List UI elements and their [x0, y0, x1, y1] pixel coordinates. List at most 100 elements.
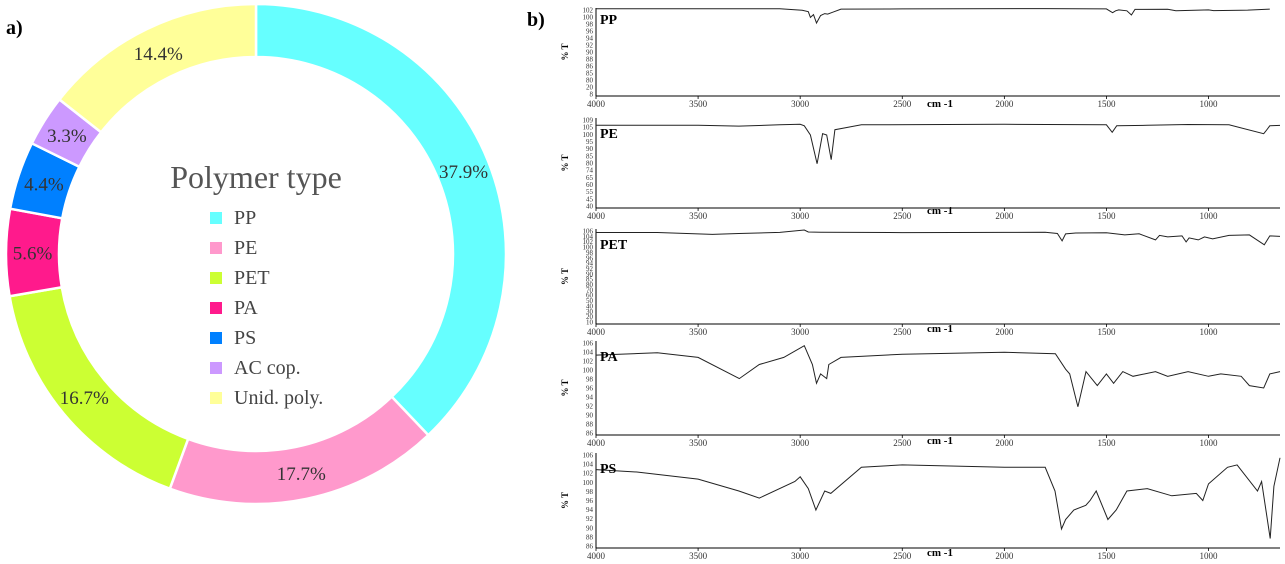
donut-center-title: Polymer type: [170, 159, 342, 195]
y-tick-pe: 105: [583, 124, 594, 132]
y-tick-pe: 80: [586, 160, 594, 168]
y-tick-pe: 85: [586, 152, 594, 160]
x-tick-ps: 3000: [791, 551, 810, 561]
y-tick-ps: 92: [586, 515, 594, 523]
y-tick-ps: 96: [586, 497, 594, 505]
slice-label-pa: 5.6%: [13, 244, 53, 265]
legend-swatch-pet: [210, 272, 222, 284]
x-tick-pe: 2500: [893, 211, 912, 221]
legend-swatch-pp: [210, 212, 222, 224]
x-tick-pe: 1000: [1200, 211, 1219, 221]
donut-slice-unid-poly: [57, 2, 258, 135]
slice-label-pe: 17.7%: [277, 464, 326, 485]
y-tick-pet: 70: [586, 286, 594, 294]
y-tick-pet: 96: [586, 254, 594, 262]
y-tick-pet: 92: [586, 265, 594, 273]
x-tick-pet: 3500: [689, 327, 708, 337]
y-tick-pet: 104: [583, 233, 594, 241]
x-tick-pe: 1500: [1097, 211, 1116, 221]
x-tick-pa: 4000: [587, 438, 606, 448]
y-tick-pet: 100: [583, 244, 594, 252]
legend-label-pet: PET: [234, 267, 270, 289]
x-tick-ps: 2000: [995, 551, 1014, 561]
y-tick-ps: 104: [583, 461, 594, 469]
legend-label-unid-poly: Unid. poly.: [234, 387, 323, 409]
sample-label-pet: PET: [600, 238, 628, 253]
x-label-pe: cm -1: [927, 205, 953, 217]
y-tick-pa: 88: [586, 421, 594, 429]
y-tick-pet: 80: [586, 281, 594, 289]
y-tick-pet: 106: [583, 228, 594, 236]
legend-swatch-unid-poly: [210, 392, 222, 404]
slice-label-ps: 4.4%: [24, 175, 64, 196]
donut-slice-pp: [254, 2, 508, 437]
y-tick-pa: 104: [583, 349, 594, 357]
y-tick-pet: 85: [586, 276, 594, 284]
x-label-ps: cm -1: [927, 547, 953, 559]
x-tick-pp: 2000: [995, 99, 1014, 109]
y-label-ps: % T: [560, 492, 570, 509]
x-label-pa: cm -1: [927, 435, 953, 447]
y-tick-pa: 94: [586, 394, 594, 402]
donut-legend: PP PE PET PA PS AC cop. Unid. poly.: [210, 207, 323, 409]
spectrum-line-ps: [595, 457, 1281, 539]
y-tick-pa: 106: [583, 340, 594, 348]
x-tick-pp: 2500: [893, 99, 912, 109]
y-tick-pe: 90: [586, 145, 594, 153]
x-tick-pet: 1500: [1097, 327, 1116, 337]
x-tick-pet: 3000: [791, 327, 810, 337]
legend-swatch-ac-cop: [210, 362, 222, 374]
y-tick-pet: 50: [586, 297, 594, 305]
spectrum-line-pe: [596, 123, 1281, 164]
y-tick-pp: 8: [590, 91, 594, 99]
x-tick-ps: 1500: [1097, 551, 1116, 561]
legend-swatch-ps: [210, 332, 222, 344]
sample-label-ps: PS: [600, 462, 617, 477]
x-tick-pp: 1500: [1097, 99, 1116, 109]
x-label-pet: cm -1: [927, 323, 953, 335]
y-tick-pe: 109: [583, 117, 594, 125]
x-tick-pa: 3500: [689, 438, 708, 448]
legend-label-ps: PS: [234, 327, 256, 349]
y-label-pa: % T: [560, 379, 570, 396]
y-label-pp: % T: [560, 43, 570, 60]
y-tick-pet: 102: [583, 238, 594, 246]
y-tick-pe: 95: [586, 138, 594, 146]
x-tick-pa: 3000: [791, 438, 810, 448]
y-tick-pet: 90: [586, 270, 594, 278]
y-tick-pp: 98: [586, 21, 594, 29]
x-tick-pe: 3500: [689, 211, 708, 221]
y-tick-pe: 60: [586, 181, 594, 189]
x-tick-ps: 4000: [587, 551, 606, 561]
x-tick-ps: 3500: [689, 551, 708, 561]
y-tick-pp: 88: [586, 56, 594, 64]
y-tick-ps: 94: [586, 506, 594, 514]
x-tick-pp: 3500: [689, 99, 708, 109]
y-tick-pe: 74: [586, 167, 594, 175]
y-tick-pp: 90: [586, 49, 594, 57]
y-tick-pe: 40: [586, 203, 594, 211]
y-tick-pet: 98: [586, 249, 594, 257]
x-tick-pp: 3000: [791, 99, 810, 109]
x-label-pp: cm -1: [927, 98, 953, 110]
y-tick-pe: 65: [586, 174, 594, 182]
spectrum-line-pa: [595, 344, 1281, 407]
x-tick-pet: 2500: [893, 327, 912, 337]
y-label-pet: % T: [560, 268, 570, 285]
x-tick-ps: 1000: [1200, 551, 1219, 561]
y-tick-pp: 85: [586, 70, 594, 78]
y-tick-pp: 92: [586, 42, 594, 50]
sample-label-pp: PP: [600, 13, 618, 28]
y-tick-pp: 96: [586, 28, 594, 36]
spectrum-panel-pet: 1061041021009896949290858070605040302010…: [560, 228, 1281, 337]
x-tick-pp: 1000: [1200, 99, 1219, 109]
x-tick-pet: 2000: [995, 327, 1014, 337]
legend-swatch-pe: [210, 242, 222, 254]
y-tick-pa: 98: [586, 376, 594, 384]
y-tick-pet: 20: [586, 313, 594, 321]
